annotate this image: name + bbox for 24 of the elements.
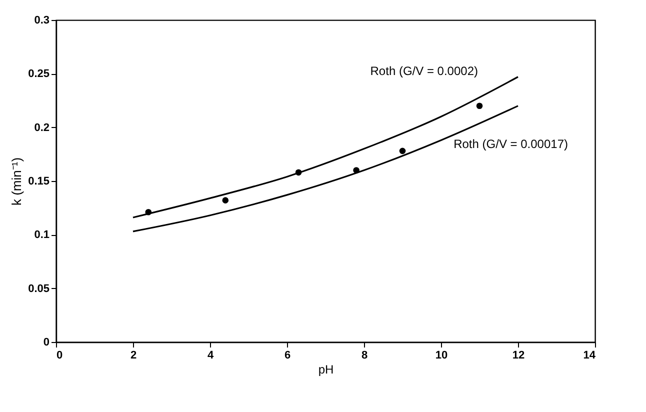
point: [399, 148, 406, 154]
x-tick-label: 4: [207, 350, 214, 362]
x-tick-label: 6: [284, 350, 291, 362]
series-label: Roth (G/V = 0.00017): [454, 136, 568, 151]
y-tick-label: 0.1: [34, 229, 50, 242]
line-series: [132, 105, 519, 232]
line-series: [132, 76, 519, 218]
y-tick-label: 0.2: [34, 122, 50, 134]
point: [222, 197, 229, 204]
x-tick-label: 8: [361, 350, 368, 362]
y-axis-title: k (min⁻¹): [9, 157, 24, 206]
x-tick-label: 2: [130, 350, 137, 362]
y-tick-label: 0.05: [28, 282, 50, 295]
y-tick-label: 0.15: [28, 176, 50, 188]
x-tick-label: 10: [435, 350, 448, 362]
y-tick-label: 0.3: [34, 14, 50, 26]
x-axis-title: pH: [318, 362, 334, 376]
x-tick-label: 12: [512, 350, 525, 362]
point: [476, 102, 483, 110]
y-tick-label: 0: [43, 336, 50, 348]
series-label: Roth (G/V = 0.0002): [370, 64, 478, 78]
x-tick-label: 14: [583, 350, 596, 362]
x-tick-label: 0: [56, 350, 63, 362]
y-tick-label: 0.25: [28, 68, 50, 80]
